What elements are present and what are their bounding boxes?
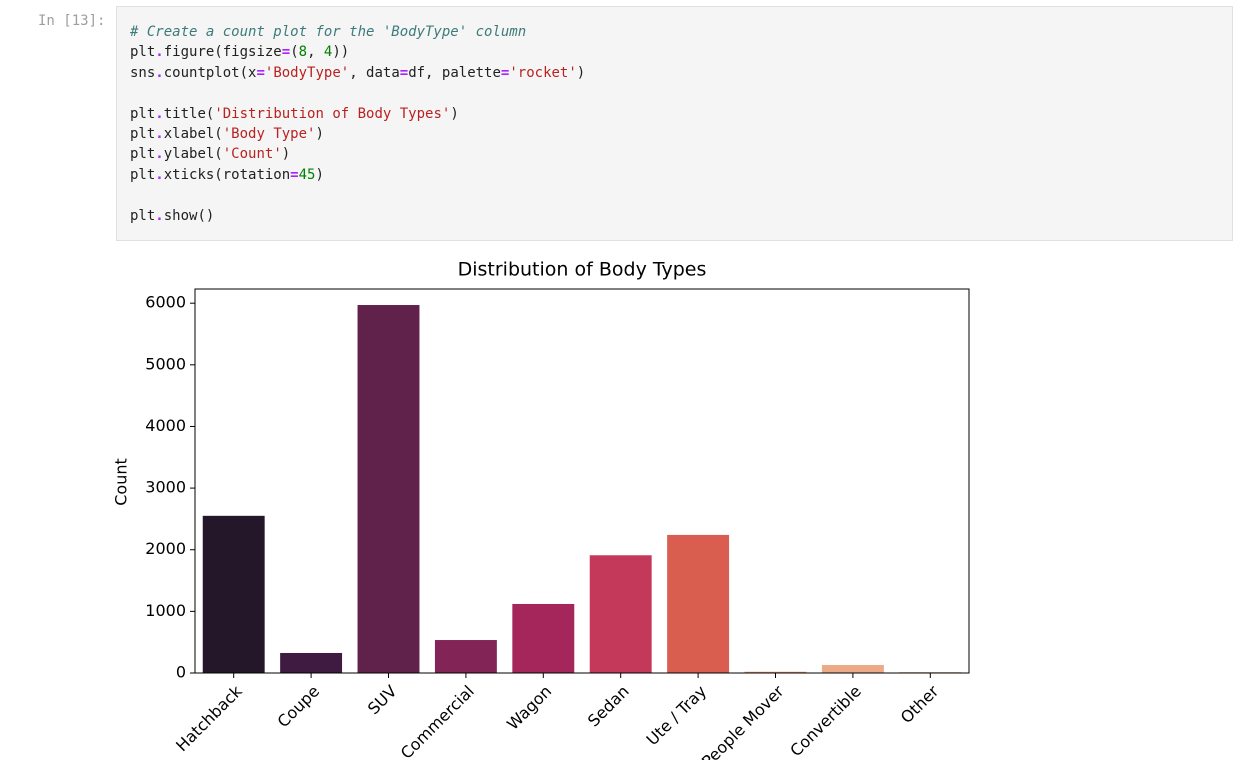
code-line: plt.ylabel('Count') (130, 146, 291, 163)
bar (202, 515, 265, 673)
code-line: plt.show() (130, 207, 215, 224)
x-tick-label: Coupe (274, 682, 324, 732)
bar (434, 640, 497, 673)
y-axis-label: Count (112, 458, 131, 506)
x-tick-label: People Mover (698, 681, 788, 760)
y-tick-label: 3000 (145, 478, 186, 497)
y-tick-label: 4000 (145, 416, 186, 435)
code-line: plt.figure(figsize=(8, 4)) (130, 44, 350, 61)
code-line: plt.xticks(rotation=45) (130, 166, 324, 183)
bar (589, 555, 652, 673)
bar (280, 652, 343, 673)
x-tick-label: Sedan (584, 682, 633, 731)
y-tick-label: 5000 (145, 354, 186, 373)
x-tick-label: Commercial (397, 682, 478, 760)
code: # Create a count plot for the 'BodyType'… (130, 22, 585, 226)
x-tick-label: Wagon (503, 682, 555, 734)
x-tick-label: Convertible (786, 682, 865, 760)
bar (744, 671, 807, 673)
code-line: plt.title('Distribution of Body Types') (130, 105, 459, 122)
bar (512, 603, 575, 673)
x-tick-label: Ute / Tray (642, 682, 710, 750)
code-line: # Create a count plot for the 'BodyType'… (130, 24, 527, 40)
x-tick-label: Other (897, 681, 943, 727)
x-tick-label: SUV (364, 682, 401, 719)
y-tick-label: 6000 (145, 293, 186, 312)
bar (821, 664, 884, 673)
bar (667, 534, 730, 673)
y-tick-label: 1000 (145, 601, 186, 620)
code-cell[interactable]: # Create a count plot for the 'BodyType'… (116, 6, 1233, 241)
y-tick-label: 2000 (145, 539, 186, 558)
y-tick-label: 0 (176, 663, 186, 682)
chart-title: Distribution of Body Types (458, 259, 707, 281)
plot-frame (194, 288, 970, 674)
bar (357, 305, 420, 673)
code-line: sns.countplot(x='BodyType', data=df, pal… (130, 64, 586, 81)
code-line: plt.xlabel('Body Type') (130, 125, 324, 142)
x-tick-label: Hatchback (172, 681, 246, 755)
cell-prompt: In [13]: (38, 13, 106, 29)
